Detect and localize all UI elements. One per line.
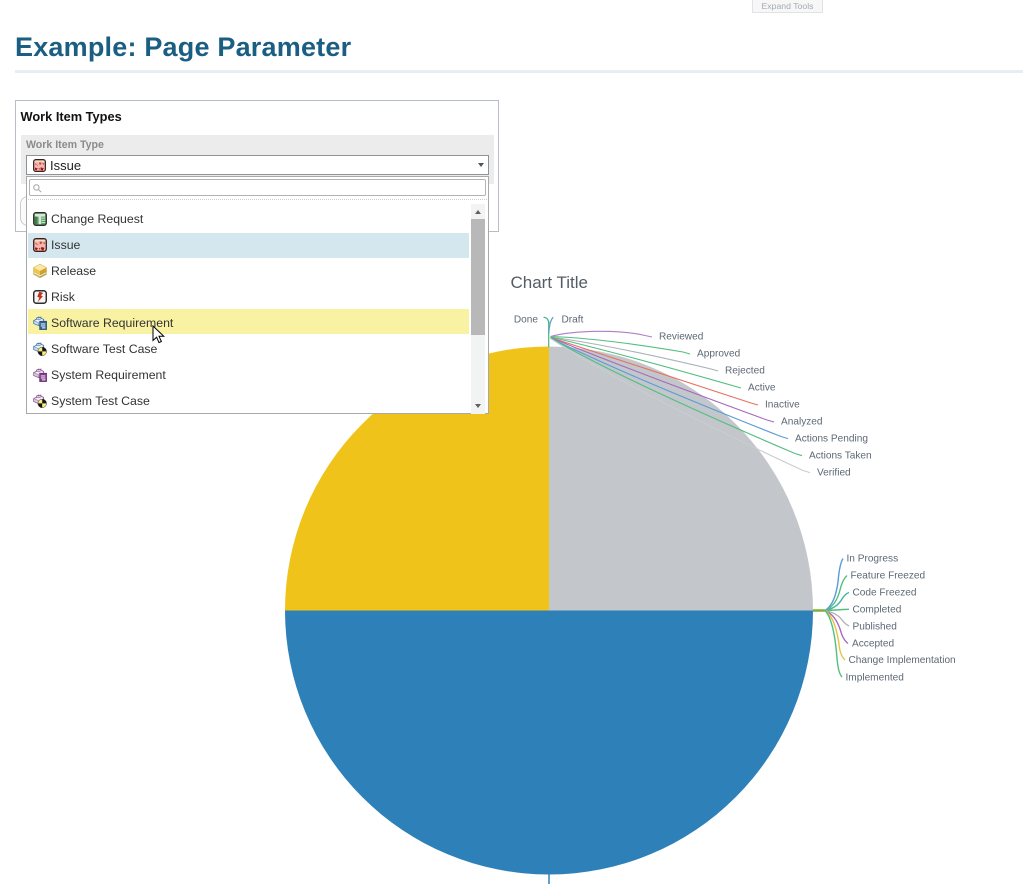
svg-text:Completed: Completed: [853, 605, 902, 616]
svg-text:Actions Taken: Actions Taken: [809, 451, 872, 462]
svg-text:Rejected: Rejected: [725, 366, 765, 377]
svg-text:Inactive: Inactive: [765, 400, 800, 411]
svg-text:Draft: Draft: [562, 315, 584, 326]
svg-text:Code Freezed: Code Freezed: [853, 588, 917, 599]
svg-text:Approved: Approved: [697, 349, 740, 360]
svg-text:Feature Freezed: Feature Freezed: [851, 571, 926, 582]
svg-text:Done: Done: [514, 315, 539, 326]
svg-text:Implemented: Implemented: [846, 673, 904, 684]
svg-text:Change Implementation: Change Implementation: [849, 655, 956, 666]
svg-text:Reviewed: Reviewed: [659, 332, 703, 343]
svg-text:Active: Active: [748, 383, 776, 394]
svg-text:In Progress: In Progress: [847, 554, 899, 565]
svg-text:Verified: Verified: [817, 468, 851, 479]
svg-text:Actions Pending: Actions Pending: [795, 434, 868, 445]
svg-text:Analyzed: Analyzed: [781, 417, 823, 428]
svg-text:Accepted: Accepted: [852, 639, 894, 650]
svg-text:Published: Published: [853, 622, 897, 633]
